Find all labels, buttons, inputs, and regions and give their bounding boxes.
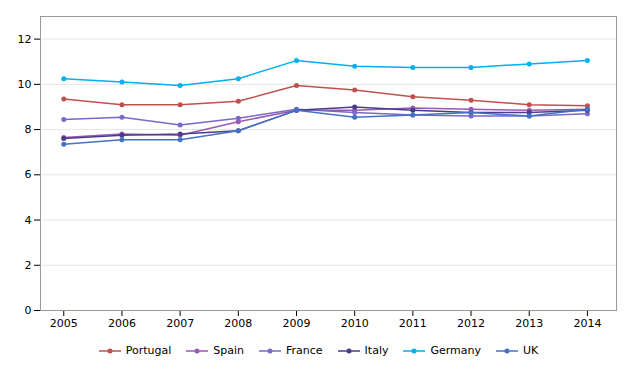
svg-text:2008: 2008 bbox=[224, 317, 252, 330]
svg-text:2012: 2012 bbox=[457, 317, 485, 330]
html-text:Portugal: Portugal bbox=[125, 344, 172, 357]
svg-text:2: 2 bbox=[25, 259, 32, 272]
html-text:France: France bbox=[286, 344, 323, 357]
svg-text:2013: 2013 bbox=[515, 317, 543, 330]
svg-text:2011: 2011 bbox=[399, 317, 427, 330]
svg-text:12: 12 bbox=[18, 33, 32, 46]
svg-text:0: 0 bbox=[25, 304, 32, 317]
svg-text:2005: 2005 bbox=[50, 317, 78, 330]
svg-text:8: 8 bbox=[25, 123, 32, 136]
svg-text:2006: 2006 bbox=[108, 317, 136, 330]
html-text:Spain: Spain bbox=[213, 344, 244, 357]
svg-text:2009: 2009 bbox=[283, 317, 311, 330]
svg-text:6: 6 bbox=[25, 168, 32, 181]
html-text:UK: UK bbox=[523, 344, 539, 357]
svg-text:2014: 2014 bbox=[573, 317, 601, 330]
svg-text:2007: 2007 bbox=[166, 317, 194, 330]
svg-text:4: 4 bbox=[25, 214, 32, 227]
html-text:Germany: Germany bbox=[430, 344, 481, 357]
svg-text:2010: 2010 bbox=[341, 317, 369, 330]
html-text:Italy: Italy bbox=[364, 344, 389, 357]
svg-text:10: 10 bbox=[18, 78, 32, 91]
